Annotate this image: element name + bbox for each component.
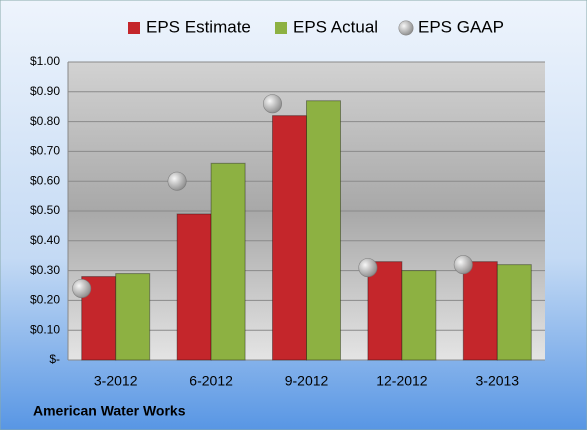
legend-swatch [275, 22, 287, 34]
y-tick-label: $0.80 [30, 114, 60, 128]
y-tick-label: $0.40 [30, 233, 60, 247]
x-tick-label: 3-2013 [476, 373, 520, 389]
footer: American Water Works [33, 403, 186, 419]
legend-swatch [128, 22, 140, 34]
legend-label: EPS Actual [293, 17, 378, 36]
bar [496, 264, 532, 361]
bar [272, 115, 307, 361]
legend-label: EPS Estimate [146, 17, 251, 36]
y-tick-label: $0.10 [30, 322, 60, 336]
bar [176, 213, 212, 361]
gaap-marker-shine [168, 172, 187, 191]
bar [115, 273, 151, 361]
bar [210, 162, 246, 361]
x-tick-label: 9-2012 [285, 373, 329, 389]
y-tick-label: $1.00 [30, 54, 60, 68]
gaap-marker-shine [72, 279, 91, 298]
y-tick-label: $0.60 [30, 173, 60, 187]
y-tick-label: $0.20 [30, 293, 60, 307]
gaap-marker-shine [454, 255, 473, 274]
gaap-marker-shine [358, 258, 377, 277]
bar [462, 261, 498, 361]
x-tick-label: 12-2012 [376, 373, 428, 389]
bar [401, 270, 437, 361]
bar [367, 261, 403, 361]
y-tick-label: $0.90 [30, 84, 60, 98]
legend-marker-shine [399, 21, 413, 35]
x-tick-label: 6-2012 [189, 373, 233, 389]
y-tick-label: $0.30 [30, 263, 60, 277]
y-tick-label: $0.50 [30, 203, 60, 217]
y-tick-label: $0.70 [30, 144, 60, 158]
y-tick-label: $- [49, 352, 60, 366]
legend-label: EPS GAAP [418, 17, 504, 36]
x-tick-label: 3-2012 [94, 373, 138, 389]
bar [306, 100, 341, 361]
gaap-marker-shine [263, 94, 282, 113]
